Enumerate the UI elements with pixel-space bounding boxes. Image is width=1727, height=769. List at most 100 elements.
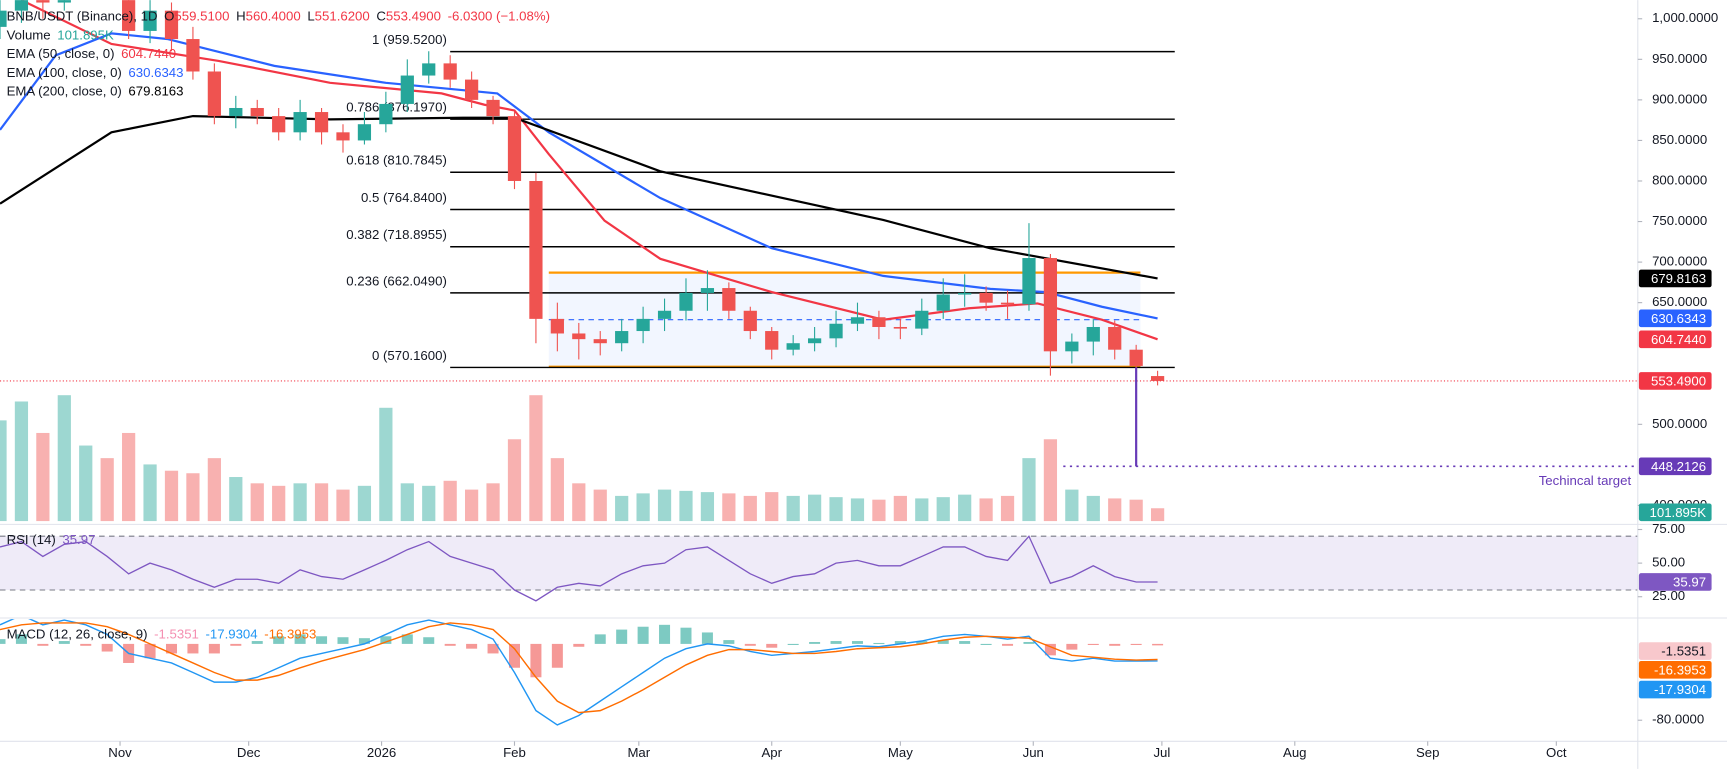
macd-histogram-bar bbox=[15, 634, 27, 644]
candle-body bbox=[486, 99, 500, 117]
volume-bar bbox=[893, 495, 907, 522]
macd-histogram-bar bbox=[573, 643, 585, 647]
ema-legend: EMA (50, close, 0) 604.7440 bbox=[7, 47, 177, 62]
volume-bar bbox=[143, 464, 157, 522]
macd-histogram-bar bbox=[937, 640, 949, 644]
volume-bar bbox=[1043, 439, 1058, 522]
macd-histogram-bar bbox=[1044, 643, 1056, 656]
macd-histogram-bar bbox=[508, 643, 520, 668]
rsi-label: 35.97 bbox=[1673, 575, 1706, 590]
volume-bar bbox=[657, 489, 672, 522]
header-legend: BNB/USDT (Binance), 1D O559.5100 H560.4000… bbox=[7, 9, 550, 24]
rsi-legend: RSI (14) 35.97 bbox=[7, 532, 96, 547]
volume-bar bbox=[379, 407, 393, 522]
volume-bar bbox=[272, 485, 286, 522]
fib-label: 0.236 (662.0490) bbox=[346, 273, 447, 288]
y-tick-label: 850.0000 bbox=[1652, 132, 1707, 147]
macd-histogram-bar bbox=[701, 632, 713, 644]
macd-histogram-bar bbox=[1087, 643, 1099, 646]
candle-body bbox=[443, 63, 457, 80]
x-tick-label: May bbox=[888, 745, 913, 760]
macd-histogram-bar bbox=[830, 641, 842, 644]
macd-histogram-bar bbox=[487, 643, 499, 654]
volume-bar bbox=[1150, 508, 1165, 522]
macd-histogram-bar bbox=[358, 638, 370, 644]
candle-body bbox=[722, 288, 736, 311]
volume-label: 101.895K bbox=[1650, 505, 1707, 520]
macd-histogram-bar bbox=[980, 643, 992, 646]
candle-body bbox=[1022, 258, 1036, 305]
macd-histogram-bar bbox=[80, 643, 92, 646]
legend-value: 101.895K bbox=[57, 28, 114, 43]
volume-bar bbox=[679, 490, 693, 522]
candle-body bbox=[164, 10, 179, 40]
candle-body bbox=[615, 331, 629, 344]
candle-body bbox=[765, 331, 779, 350]
macd-histogram-bar bbox=[959, 641, 971, 644]
macd-histogram-bar bbox=[187, 643, 199, 654]
ema-badge bbox=[1638, 330, 1712, 349]
volume-bar bbox=[250, 483, 264, 522]
fib-label: 0.786 (876.1970) bbox=[346, 100, 447, 115]
ema-legend: EMA (100, close, 0) 630.6343 bbox=[7, 65, 184, 80]
legend-name: EMA (200, close, 0) bbox=[7, 84, 122, 99]
volume-bar bbox=[765, 492, 779, 522]
macd-histogram-bar bbox=[1109, 643, 1121, 646]
candle-body bbox=[465, 79, 479, 100]
rsi-line bbox=[0, 535, 1158, 602]
volume-bar bbox=[829, 497, 843, 522]
volume-bar bbox=[936, 497, 950, 522]
candle-body bbox=[679, 292, 693, 311]
macd-pane bbox=[0, 619, 1164, 726]
candle-body bbox=[636, 318, 650, 332]
macd-hist-badge bbox=[1638, 642, 1712, 660]
fib-label: 0 (570.1600) bbox=[372, 348, 447, 363]
volume-bar bbox=[786, 495, 800, 522]
legend-name: Volume bbox=[7, 28, 51, 43]
macd-histogram-bar bbox=[1152, 643, 1164, 646]
candle-body bbox=[572, 333, 586, 340]
y-tick-label: -80.0000 bbox=[1652, 712, 1704, 727]
y-tick-label: 50.00 bbox=[1652, 555, 1685, 570]
x-tick-label: Aug bbox=[1283, 745, 1307, 760]
macd-histogram-bar bbox=[444, 643, 456, 646]
fib-label: 0.618 (810.7845) bbox=[346, 153, 447, 168]
candle-body bbox=[550, 318, 564, 334]
target-text: Techincal target bbox=[1539, 473, 1632, 488]
macd-line-label: -17.9304 bbox=[1654, 682, 1706, 697]
macd-legend: MACD (12, 26, close, 9) -1.5351 -17.9304 -1… bbox=[7, 627, 317, 642]
macd-histogram-bar bbox=[58, 641, 70, 644]
volume-bar bbox=[486, 483, 500, 522]
volume-bar bbox=[507, 439, 522, 522]
ohlc-key: O bbox=[164, 9, 174, 24]
candle-body bbox=[207, 71, 221, 117]
macd-histogram-bar bbox=[530, 643, 542, 678]
candle-body bbox=[400, 75, 414, 104]
y-tick-label: 75.00 bbox=[1652, 521, 1685, 536]
candle-body bbox=[1108, 326, 1122, 350]
macd-histogram-bar bbox=[273, 636, 285, 644]
x-tick-label: Feb bbox=[503, 745, 526, 760]
macd-histogram-bar bbox=[680, 627, 692, 644]
macd-histogram-bar bbox=[851, 641, 863, 644]
x-tick-label: Nov bbox=[108, 745, 132, 760]
legend-value: -1.5351 bbox=[154, 627, 199, 642]
candle-body bbox=[872, 317, 886, 327]
volume-bar bbox=[615, 495, 629, 522]
candle-body bbox=[272, 116, 286, 133]
y-tick-label: 950.0000 bbox=[1652, 51, 1707, 66]
volume-bar bbox=[422, 485, 436, 522]
candle-body bbox=[250, 107, 264, 117]
ema-badge bbox=[1638, 269, 1712, 288]
volume-bar bbox=[465, 489, 479, 522]
macd-histogram-bar bbox=[1023, 641, 1035, 644]
volume-bar bbox=[443, 480, 457, 522]
volume-bar bbox=[593, 489, 607, 522]
volume-bar bbox=[164, 470, 179, 522]
volume-bar bbox=[1022, 458, 1036, 522]
candle-body bbox=[1086, 326, 1100, 342]
volume-bar bbox=[100, 458, 114, 522]
macd-histogram-bar bbox=[894, 641, 906, 644]
macd-hist-label: -1.5351 bbox=[1661, 644, 1706, 659]
